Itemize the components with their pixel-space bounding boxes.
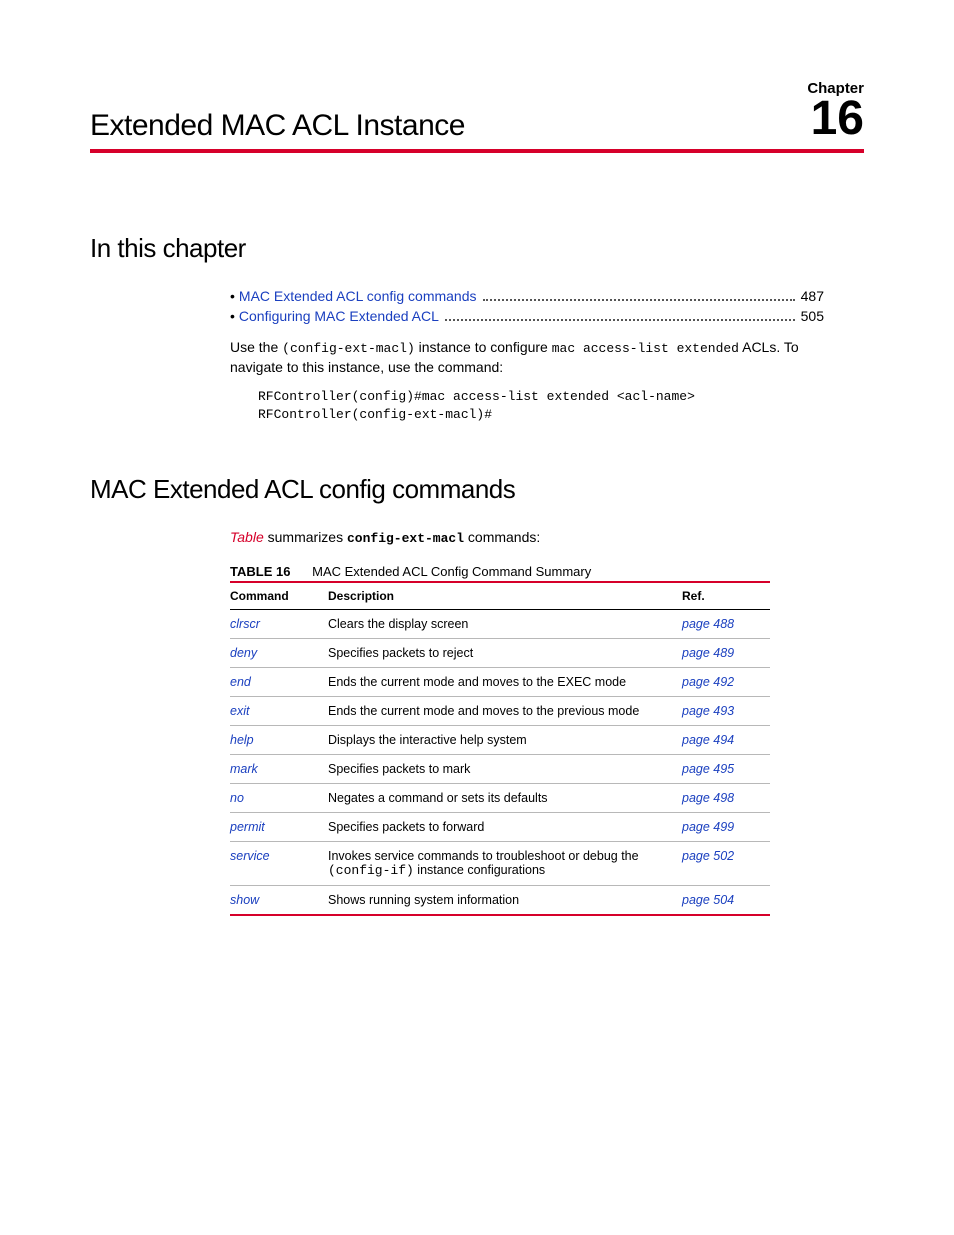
text-fragment: commands: — [464, 529, 540, 545]
page-ref-link[interactable]: page 492 — [682, 675, 734, 689]
table-row: permit Specifies packets to forwardpage 4… — [230, 813, 770, 842]
command-description: Invokes service commands to troubleshoot… — [328, 842, 682, 886]
table-row: help Displays the interactive help system… — [230, 726, 770, 755]
table-row: deny Specifies packets to rejectpage 489 — [230, 639, 770, 668]
table-intro-line: Table summarizes config-ext-macl command… — [230, 529, 824, 546]
bullet-icon: • — [230, 288, 235, 304]
section-heading-commands: MAC Extended ACL config commands — [90, 474, 864, 505]
toc-page-number: 505 — [801, 308, 824, 324]
header-rule — [90, 149, 864, 153]
table-row: exit Ends the current mode and moves to t… — [230, 697, 770, 726]
page-ref-link[interactable]: page 493 — [682, 704, 734, 718]
page-ref-link[interactable]: page 498 — [682, 791, 734, 805]
command-link[interactable]: permit — [230, 820, 265, 834]
command-description: Specifies packets to forward — [328, 813, 682, 842]
table-row: mark Specifies packets to markpage 495 — [230, 755, 770, 784]
table-header-row: Command Description Ref. — [230, 582, 770, 610]
command-link[interactable]: mark — [230, 762, 258, 776]
bullet-icon: • — [230, 308, 235, 324]
table-row: service Invokes service commands to troub… — [230, 842, 770, 886]
table-number: TABLE 16 — [230, 564, 290, 579]
command-link[interactable]: service — [230, 849, 270, 863]
chapter-number: 16 — [807, 95, 864, 143]
command-link[interactable]: exit — [230, 704, 249, 718]
intro-paragraph: Use the (config-ext-macl) instance to co… — [230, 338, 824, 378]
page-ref-link[interactable]: page 489 — [682, 646, 734, 660]
command-link[interactable]: deny — [230, 646, 257, 660]
text-fragment: summarizes — [264, 529, 347, 545]
table-row: end Ends the current mode and moves to th… — [230, 668, 770, 697]
command-link[interactable]: help — [230, 733, 254, 747]
page-ref-link[interactable]: page 502 — [682, 849, 734, 863]
toc-page-number: 487 — [801, 288, 824, 304]
command-link[interactable]: clrscr — [230, 617, 260, 631]
page-ref-link[interactable]: page 499 — [682, 820, 734, 834]
command-description: Clears the display screen — [328, 610, 682, 639]
command-description: Specifies packets to mark — [328, 755, 682, 784]
table-caption: TABLE 16 MAC Extended ACL Config Command… — [230, 564, 824, 579]
code-block: RFController(config)#mac access-list ext… — [258, 388, 824, 424]
table-row: no Negates a command or sets its defaults… — [230, 784, 770, 813]
toc-link[interactable]: MAC Extended ACL config commands — [239, 288, 477, 304]
table-row: show Shows running system informationpage… — [230, 886, 770, 916]
table-row: clrscr Clears the display screenpage 488 — [230, 610, 770, 639]
page-ref-link[interactable]: page 495 — [682, 762, 734, 776]
inline-code-bold: config-ext-macl — [347, 531, 464, 546]
chapter-number-block: Chapter 16 — [807, 80, 864, 143]
table-crossref-link[interactable]: Table — [230, 529, 264, 545]
col-header-ref: Ref. — [682, 582, 770, 610]
command-description: Ends the current mode and moves to the p… — [328, 697, 682, 726]
command-description: Displays the interactive help system — [328, 726, 682, 755]
col-header-description: Description — [328, 582, 682, 610]
table-title: MAC Extended ACL Config Command Summary — [312, 564, 591, 579]
page-ref-link[interactable]: page 494 — [682, 733, 734, 747]
toc-item: • Configuring MAC Extended ACL 505 — [230, 308, 824, 324]
command-link[interactable]: end — [230, 675, 251, 689]
toc-link[interactable]: Configuring MAC Extended ACL — [239, 308, 439, 324]
inline-code: mac access-list extended — [552, 341, 739, 356]
section-heading-in-this-chapter: In this chapter — [90, 233, 864, 264]
command-description: Negates a command or sets its defaults — [328, 784, 682, 813]
text-fragment: Use the — [230, 339, 282, 355]
toc-leader-dots — [483, 298, 795, 301]
text-fragment: instance to configure — [415, 339, 552, 355]
toc-item: • MAC Extended ACL config commands 487 — [230, 288, 824, 304]
inline-code: (config-ext-macl) — [282, 341, 415, 356]
chapter-title: Extended MAC ACL Instance — [90, 109, 465, 143]
toc-leader-dots — [445, 318, 795, 321]
col-header-command: Command — [230, 582, 328, 610]
command-description: Shows running system information — [328, 886, 682, 916]
command-description: Ends the current mode and moves to the E… — [328, 668, 682, 697]
page-ref-link[interactable]: page 488 — [682, 617, 734, 631]
command-summary-table: Command Description Ref. clrscr Clears th… — [230, 581, 770, 916]
command-link[interactable]: show — [230, 893, 259, 907]
page-ref-link[interactable]: page 504 — [682, 893, 734, 907]
command-description: Specifies packets to reject — [328, 639, 682, 668]
chapter-header: Extended MAC ACL Instance Chapter 16 — [90, 80, 864, 143]
command-link[interactable]: no — [230, 791, 244, 805]
